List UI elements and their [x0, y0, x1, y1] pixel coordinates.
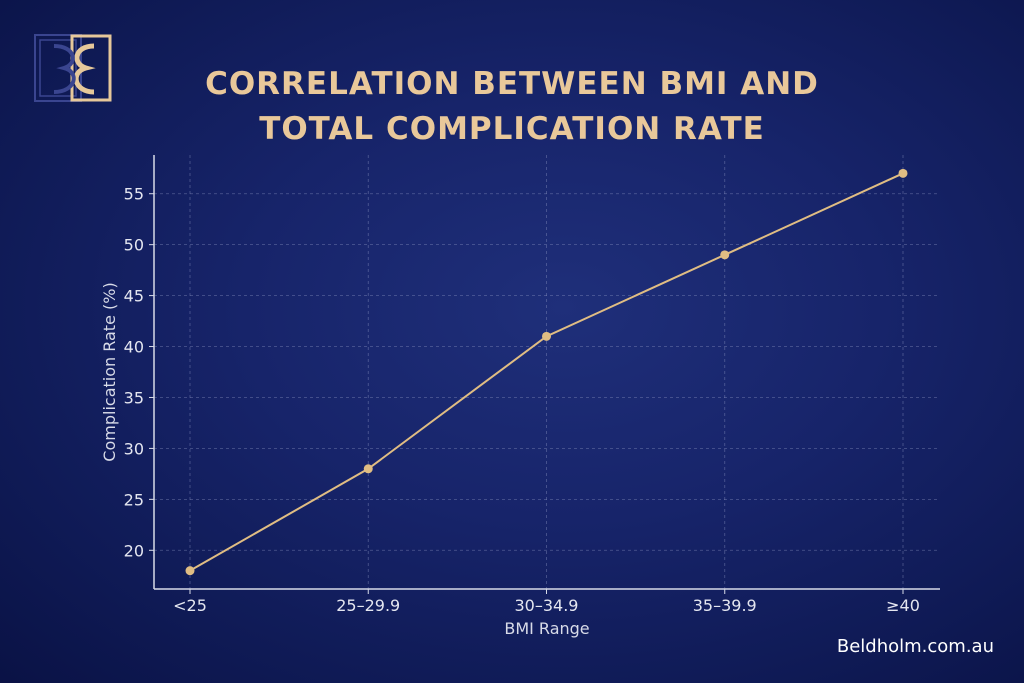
x-tick-label: <25	[173, 596, 207, 615]
y-tick-label: 55	[124, 185, 144, 204]
brand-logo	[34, 34, 112, 106]
y-axis-label: Complication Rate (%)	[100, 282, 119, 461]
title-line-2: TOTAL COMPLICATION RATE	[259, 111, 765, 147]
y-tick-label: 40	[124, 338, 144, 357]
y-tick-label: 25	[124, 490, 144, 509]
x-tick-label: 25–29.9	[336, 596, 400, 615]
x-axis-label: BMI Range	[504, 619, 589, 638]
x-tick-label: ≥40	[886, 596, 920, 615]
chart-title: CORRELATION BETWEEN BMI AND TOTAL COMPLI…	[0, 62, 1024, 152]
y-tick-label: 30	[124, 439, 144, 458]
website-label: Beldholm.com.au	[836, 636, 994, 657]
y-tick-label: 20	[124, 541, 144, 560]
data-point	[185, 566, 195, 576]
data-point	[542, 331, 551, 341]
y-tick-label: 45	[124, 287, 144, 306]
data-point	[720, 250, 730, 260]
data-point	[898, 168, 908, 178]
y-tick-label: 50	[124, 236, 144, 255]
data-point	[363, 464, 373, 474]
x-tick-label: 35–39.9	[693, 596, 757, 615]
x-tick-label: 30–34.9	[515, 596, 579, 615]
title-line-1: CORRELATION BETWEEN BMI AND	[205, 66, 819, 102]
y-tick-label: 35	[124, 388, 144, 407]
